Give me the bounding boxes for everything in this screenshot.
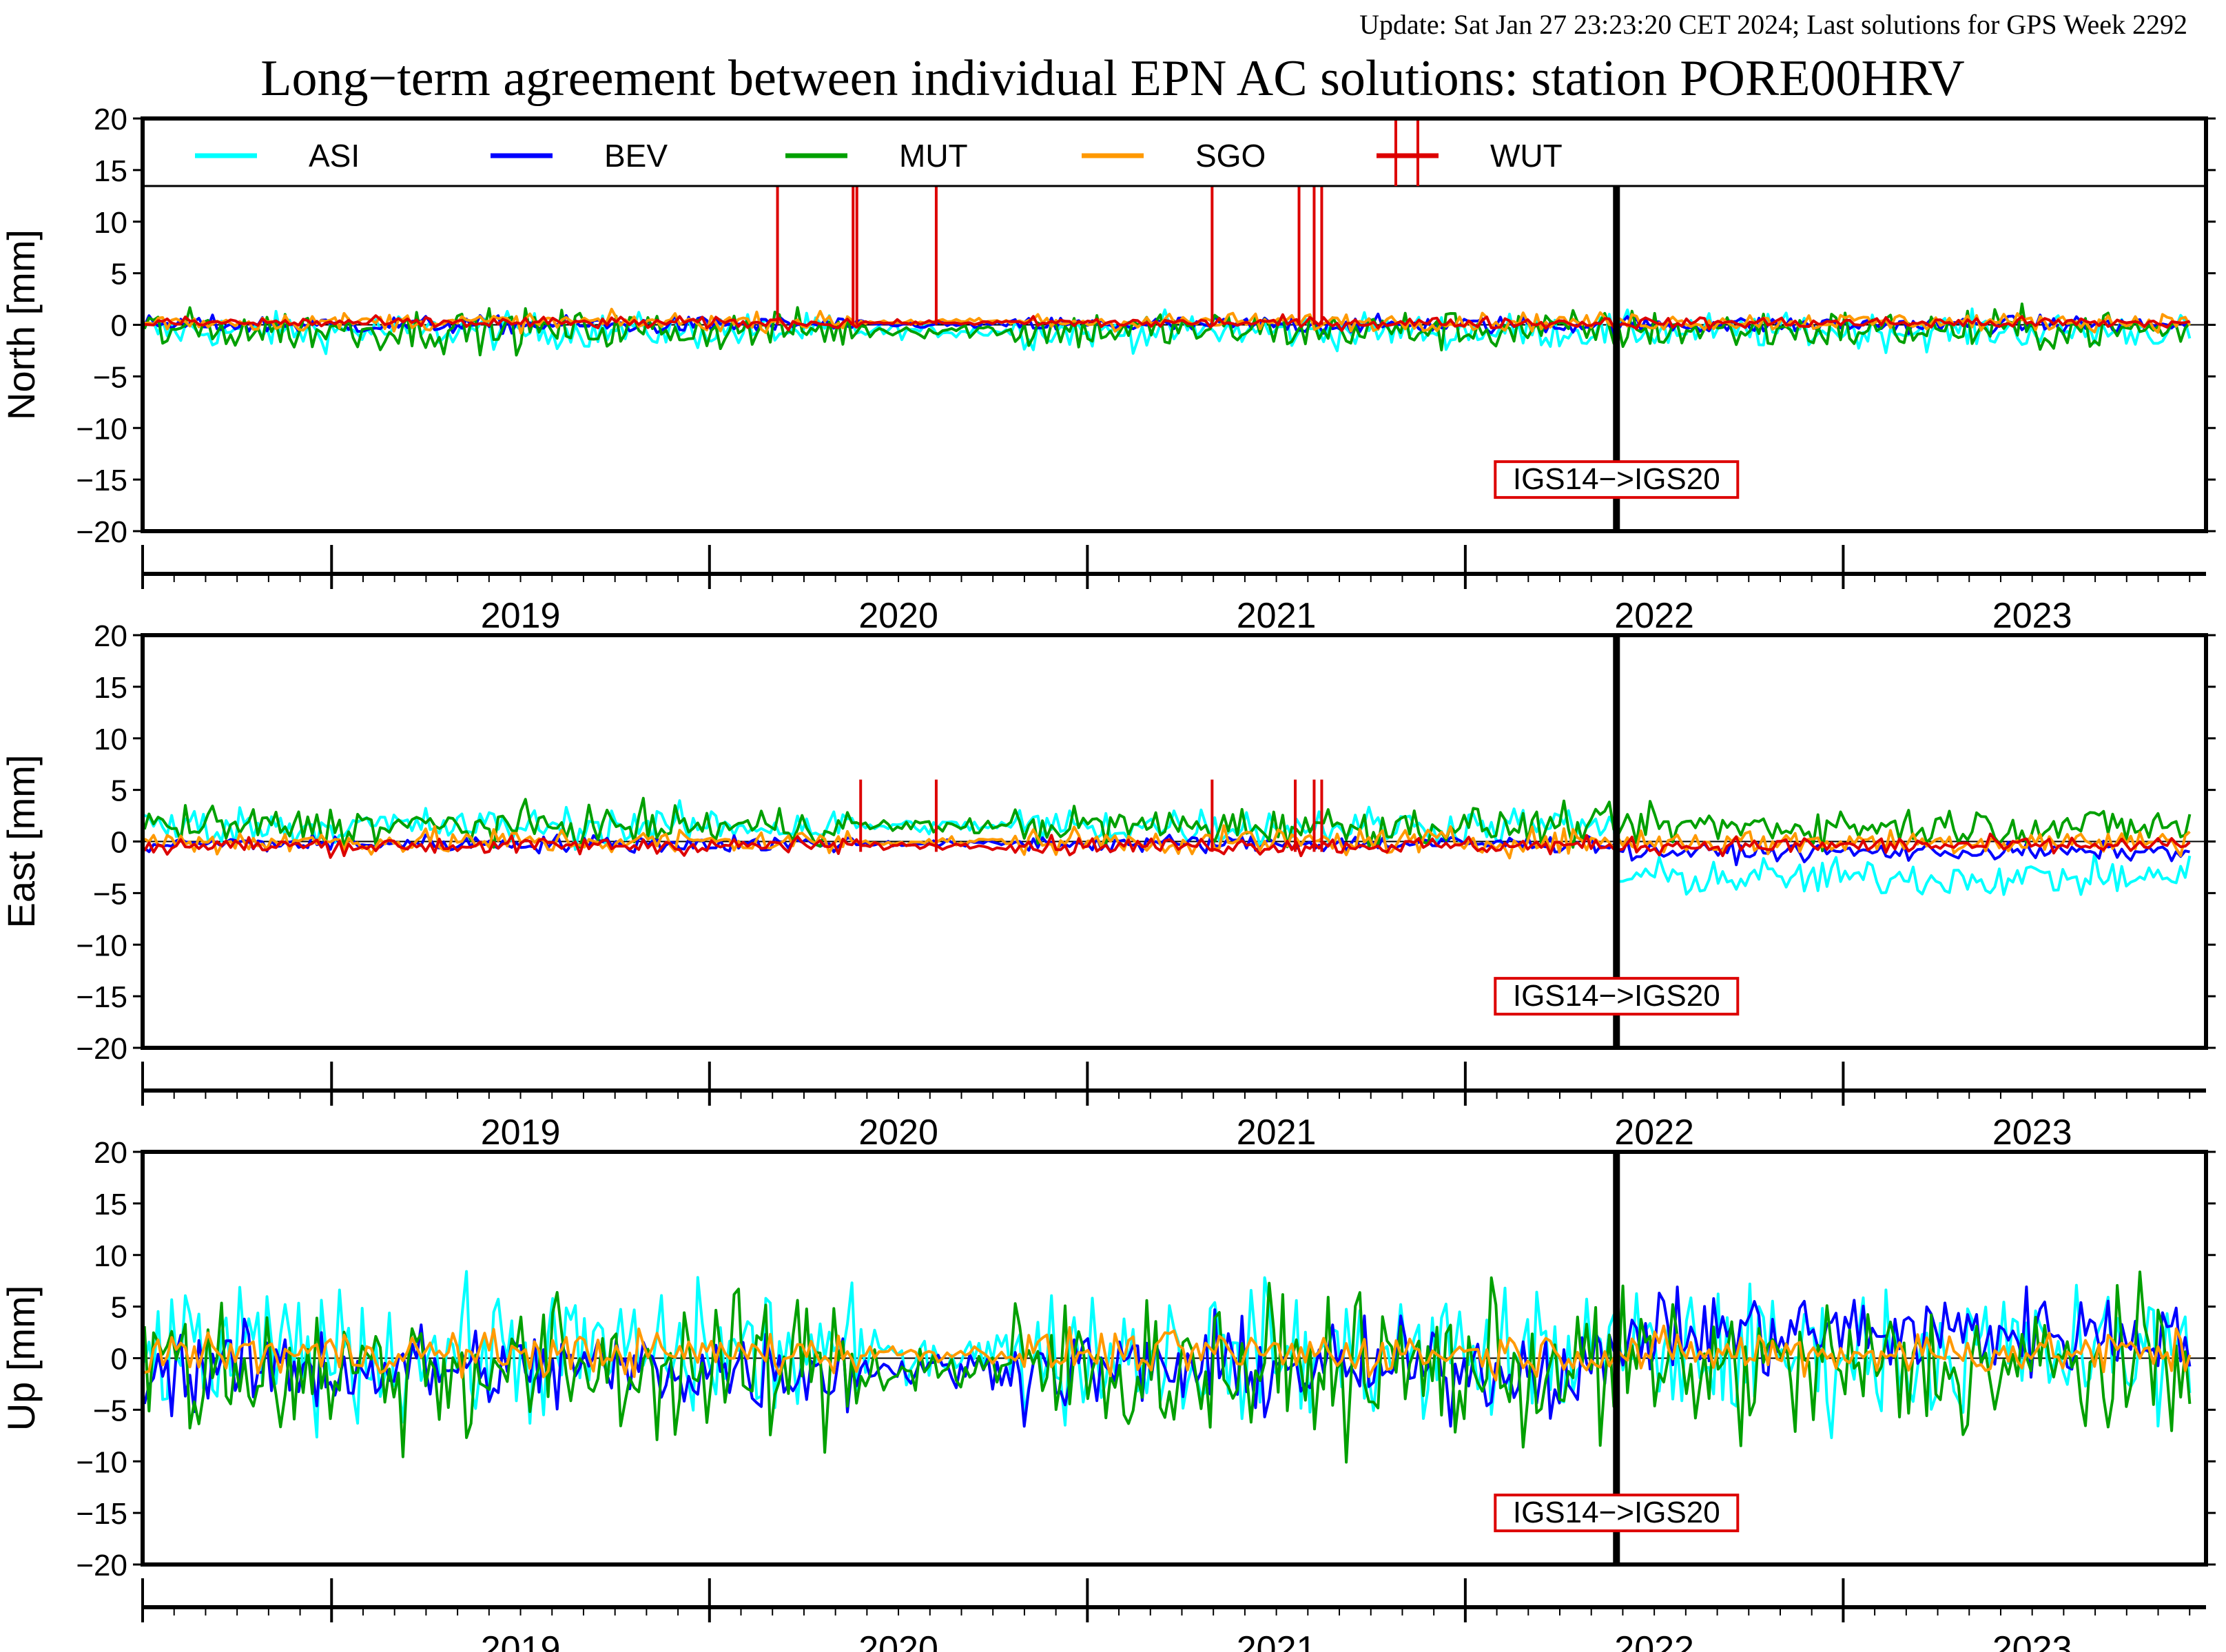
y-tick-label: 10 [94,723,127,756]
year-label: 2021 [1237,596,1317,636]
y-tick-label: 15 [94,154,127,188]
frame-change-box [1494,977,1740,1016]
y-tick-label: −10 [76,1445,127,1479]
year-label: 2023 [1992,596,2072,636]
series-sgo [144,1324,2192,1382]
year-label: 2020 [858,1113,938,1153]
y-tick-label: 20 [94,103,127,136]
y-tick-label: 5 [111,258,127,291]
y-tick-label: −5 [93,877,127,911]
year-label: 2023 [1992,1113,2072,1153]
y-tick-label: −15 [76,980,127,1014]
y-tick-label: −15 [76,464,127,497]
year-label: 2022 [1614,596,1694,636]
frame-change-box [1494,1494,1740,1533]
series-group [143,1270,2192,1464]
year-label: 2020 [858,596,938,636]
y-tick-label: −10 [76,412,127,446]
year-label: 2022 [1614,1113,1694,1153]
y-tick-label: −5 [93,1394,127,1427]
series-group [143,779,2192,896]
y-tick-label: 15 [94,1188,127,1221]
series-sgo [144,307,2192,335]
panels: IGS14−>IGS20 ASI BEV MUT SGO WUT 20 15 10 5 0 −5 −10… [0,103,2216,1652]
series-mut [143,302,2191,357]
year-label: 2022 [1614,1629,1694,1652]
legend-label-sgo: SGO [1195,138,1266,174]
y-tick-label: −5 [93,360,127,394]
legend-label-mut: MUT [899,138,968,174]
y-axis-label: Up [mm] [0,1286,43,1432]
series-wut [144,313,2190,332]
chart-title: Long−term agreement between individual E… [260,50,1964,107]
y-tick-label: −20 [76,515,127,549]
year-label: 2021 [1237,1113,1317,1153]
year-label: 2019 [481,1629,561,1652]
year-label: 2019 [481,596,561,636]
y-axis-label: North [mm] [0,229,43,420]
series-sgo [143,824,2191,860]
year-label: 2021 [1237,1629,1317,1652]
update-text: Update: Sat Jan 27 23:23:20 CET 2024; La… [1359,9,2187,40]
legend-label-wut: WUT [1490,138,1563,174]
y-tick-label: 20 [94,619,127,653]
y-tick-label: −15 [76,1497,127,1531]
y-tick-label: −10 [76,929,127,962]
year-label: 2023 [1992,1629,2072,1652]
panel-east: IGS14−>IGS20 20 15 10 5 0 −5 −10 −15 −20 East [mm]… [0,619,2216,1153]
series-bev [143,1286,2192,1428]
frame-change-box [1494,460,1740,499]
year-label: 2019 [481,1113,561,1153]
y-axis-label: East [mm] [0,754,43,928]
series-wut [143,832,2191,859]
frame-change-label: IGS14−>IGS20 [1513,462,1720,496]
y-tick-label: 10 [94,206,127,240]
series-mut [143,796,2192,853]
year-label: 2020 [858,1629,938,1652]
panel-up: IGS14−>IGS20 20 15 10 5 0 −5 −10 −15 −20 Up [mm] 20… [0,1136,2216,1652]
y-tick-label: −20 [76,1032,127,1066]
legend-box [141,117,2207,187]
series-mut [143,1270,2192,1464]
y-tick-label: 20 [94,1136,127,1170]
y-tick-label: 5 [111,1291,127,1325]
y-tick-label: 0 [111,309,127,343]
legend-label-asi: ASI [309,138,360,174]
y-tick-label: −20 [76,1549,127,1582]
y-tick-label: 0 [111,826,127,860]
legend-label-bev: BEV [604,138,668,174]
y-tick-label: 5 [111,774,127,808]
y-tick-label: 0 [111,1343,127,1376]
frame-change-label: IGS14−>IGS20 [1513,1496,1720,1529]
panel-north: IGS14−>IGS20 ASI BEV MUT SGO WUT 20 15 10 5 0 −5 −10… [0,103,2216,636]
frame-change-label: IGS14−>IGS20 [1513,979,1720,1013]
y-tick-label: 10 [94,1239,127,1273]
y-tick-label: 15 [94,671,127,705]
